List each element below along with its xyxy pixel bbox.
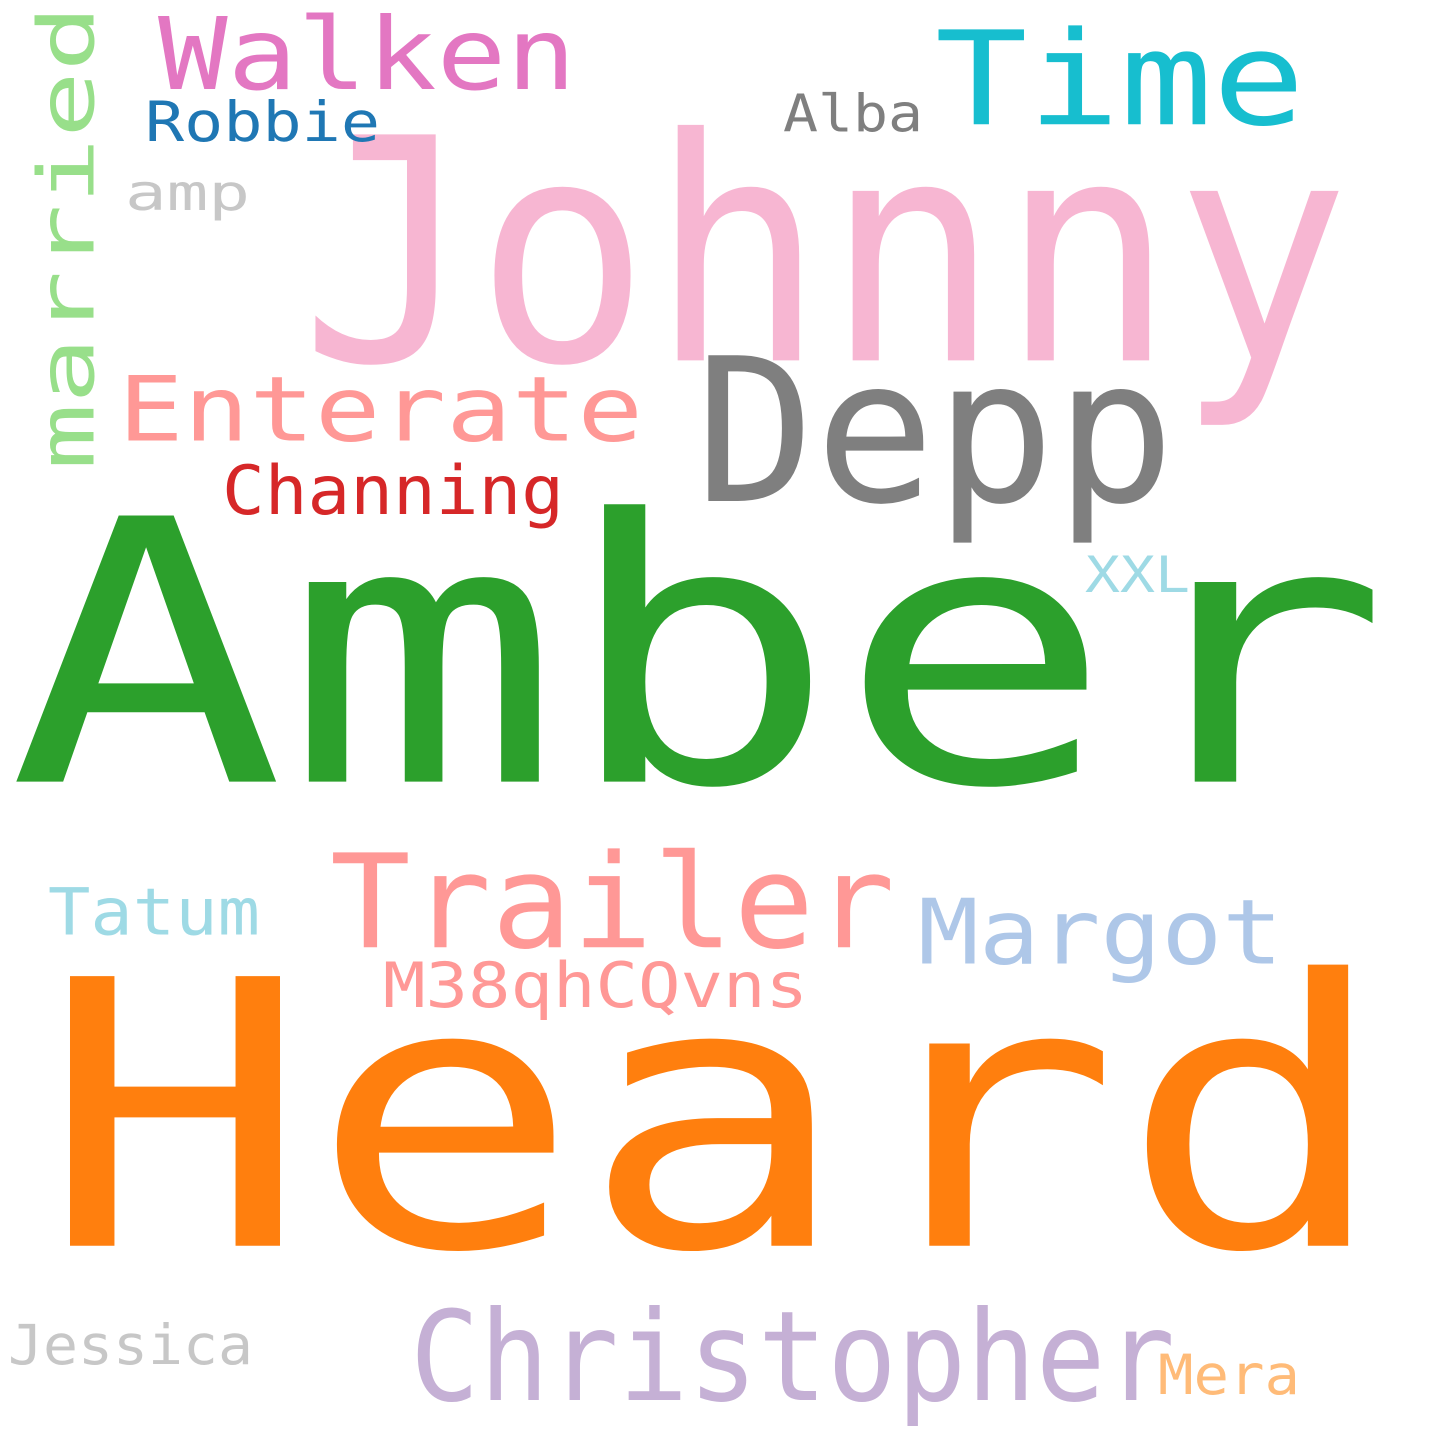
word-depp: Depp (695, 315, 1175, 549)
word-alba: Alba (783, 83, 923, 145)
word-channing: Channing (222, 450, 564, 531)
word-m38qhcqvns: M38qhCQvns (383, 949, 808, 1022)
word-mera: Mera (1158, 1343, 1300, 1408)
word-amp: amp (125, 163, 250, 222)
word-amber: Amber (8, 442, 1390, 870)
word-xxl: XXL (1085, 545, 1190, 604)
word-heard: Heard (40, 901, 1390, 1335)
word-time: Time (935, 3, 1305, 156)
word-christopher: Christopher (410, 1283, 1175, 1430)
word-tatum: Tatum (48, 874, 260, 951)
word-johnny: Johnny (300, 72, 1350, 435)
word-robbie: Robbie (145, 90, 380, 155)
word-margot: Margot (918, 879, 1283, 986)
word-trailer: Trailer (330, 826, 895, 979)
word-walken: Walken (158, 0, 576, 113)
word-enterate: Enterate (118, 356, 643, 463)
word-jessica: Jessica (8, 1313, 253, 1378)
word-married: married (20, 4, 113, 471)
